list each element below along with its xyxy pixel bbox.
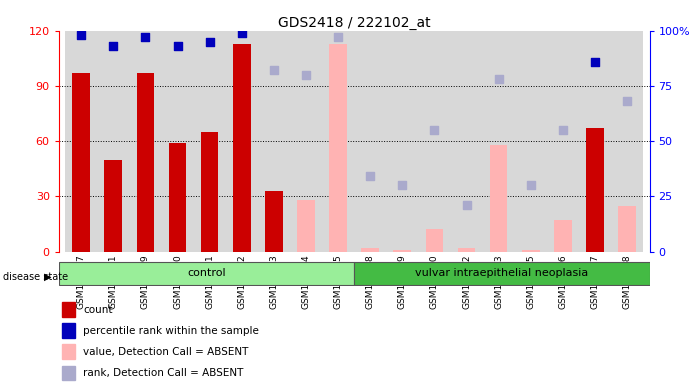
Bar	[290, 31, 322, 252]
Bar	[322, 31, 354, 252]
Point	[172, 43, 183, 49]
Text: ▶: ▶	[44, 272, 52, 282]
Point	[236, 30, 247, 36]
Bar	[618, 205, 636, 252]
Bar	[65, 31, 97, 252]
Bar	[258, 31, 290, 252]
Bar	[451, 31, 482, 252]
Text: value, Detection Call = ABSENT: value, Detection Call = ABSENT	[83, 347, 248, 357]
Bar	[515, 31, 547, 252]
Point	[140, 34, 151, 40]
Point	[621, 98, 632, 104]
Point	[365, 174, 376, 180]
Bar	[201, 132, 218, 252]
Bar	[418, 31, 451, 252]
Bar	[386, 31, 418, 252]
Bar	[482, 31, 515, 252]
FancyBboxPatch shape	[354, 262, 650, 285]
Text: percentile rank within the sample: percentile rank within the sample	[83, 326, 259, 336]
Bar	[104, 159, 122, 252]
Point	[589, 59, 600, 65]
Bar	[522, 250, 540, 252]
Bar	[547, 31, 579, 252]
Bar	[426, 230, 443, 252]
Bar	[329, 44, 347, 252]
Bar	[611, 31, 643, 252]
Point	[429, 127, 440, 133]
Bar	[579, 31, 611, 252]
Point	[397, 182, 408, 189]
Bar	[490, 145, 507, 252]
Point	[108, 43, 119, 49]
Point	[461, 202, 472, 208]
Text: rank, Detection Call = ABSENT: rank, Detection Call = ABSENT	[83, 368, 243, 378]
Point	[301, 72, 312, 78]
Bar	[226, 31, 258, 252]
Bar	[137, 73, 154, 252]
Bar	[73, 73, 90, 252]
Point	[76, 32, 87, 38]
Bar	[193, 31, 226, 252]
Bar	[297, 200, 315, 252]
Bar	[393, 250, 411, 252]
Bar	[586, 128, 604, 252]
Bar	[354, 31, 386, 252]
Point	[525, 182, 536, 189]
Point	[268, 68, 279, 74]
FancyBboxPatch shape	[59, 262, 354, 285]
Bar	[554, 220, 571, 252]
Point	[493, 76, 504, 83]
Bar	[169, 143, 187, 252]
Bar	[457, 248, 475, 252]
Bar	[129, 31, 162, 252]
Point	[558, 127, 569, 133]
Bar	[361, 248, 379, 252]
Bar	[265, 191, 283, 252]
Point	[204, 39, 215, 45]
Text: vulvar intraepithelial neoplasia: vulvar intraepithelial neoplasia	[415, 268, 589, 278]
Title: GDS2418 / 222102_at: GDS2418 / 222102_at	[278, 16, 430, 30]
Bar	[162, 31, 193, 252]
Point	[332, 34, 343, 40]
Text: disease state: disease state	[3, 272, 68, 282]
Text: control: control	[187, 268, 226, 278]
Bar	[97, 31, 129, 252]
Bar	[233, 44, 251, 252]
Text: count: count	[83, 305, 113, 314]
